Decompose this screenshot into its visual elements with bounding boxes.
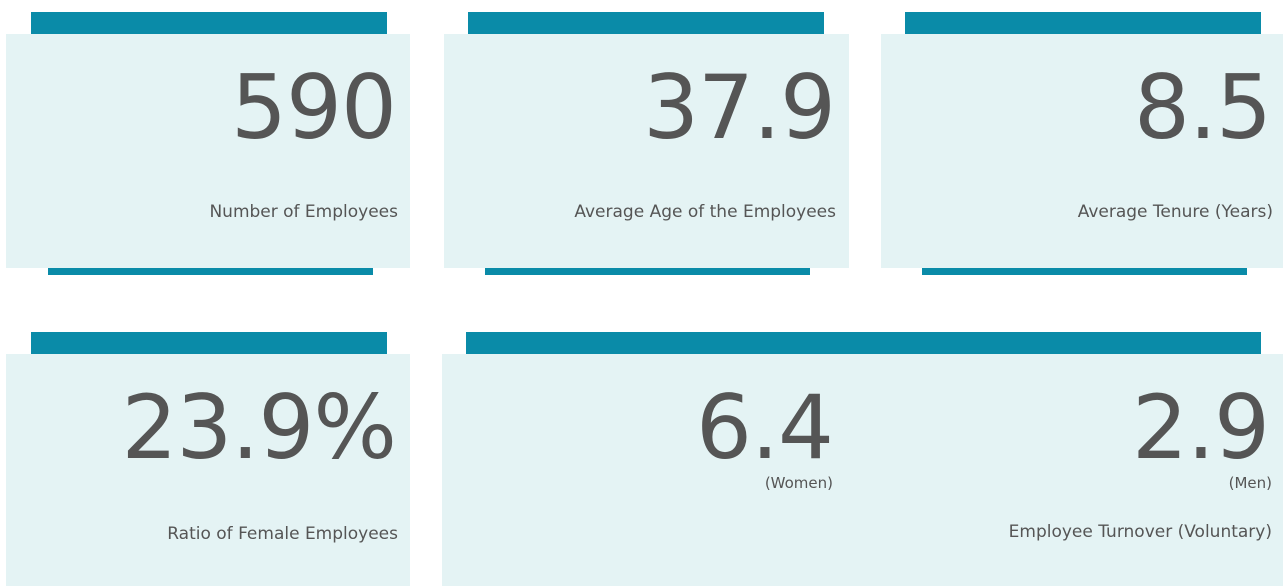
card-label: Number of Employees: [209, 202, 398, 222]
card-label: Employee Turnover (Voluntary): [1008, 522, 1272, 542]
card-value: 8.5: [1134, 56, 1272, 159]
card: 590 Number of Employees: [6, 34, 410, 268]
card-bottom-bar: [485, 268, 810, 275]
turnover-sub-label: (Men): [1228, 474, 1272, 492]
card-bottom-bar: [922, 268, 1247, 275]
card-value: 590: [231, 56, 397, 159]
card-top-bar: [905, 12, 1261, 34]
card-label: Average Tenure (Years): [1077, 202, 1273, 222]
card-top-bar: [31, 12, 387, 34]
card-label: Average Age of the Employees: [574, 202, 836, 222]
card-value: 23.9%: [121, 376, 397, 479]
card: 8.5 Average Tenure (Years): [881, 34, 1283, 268]
turnover-card: 6.4 (Women) 2.9 (Men) Employee Turnover …: [442, 354, 1283, 586]
card-top-bar: [468, 12, 824, 34]
card-label: Ratio of Female Employees: [167, 524, 398, 544]
turnover-value: 6.4: [696, 376, 834, 479]
turnover-sub-label: (Women): [764, 474, 833, 492]
card: 23.9% Ratio of Female Employees: [6, 354, 410, 586]
card-value: 37.9: [643, 56, 836, 159]
card: 37.9 Average Age of the Employees: [444, 34, 849, 268]
card-top-bar: [466, 332, 1261, 354]
turnover-value: 2.9: [1132, 376, 1270, 479]
card-bottom-bar: [48, 268, 373, 275]
card-top-bar: [31, 332, 387, 354]
